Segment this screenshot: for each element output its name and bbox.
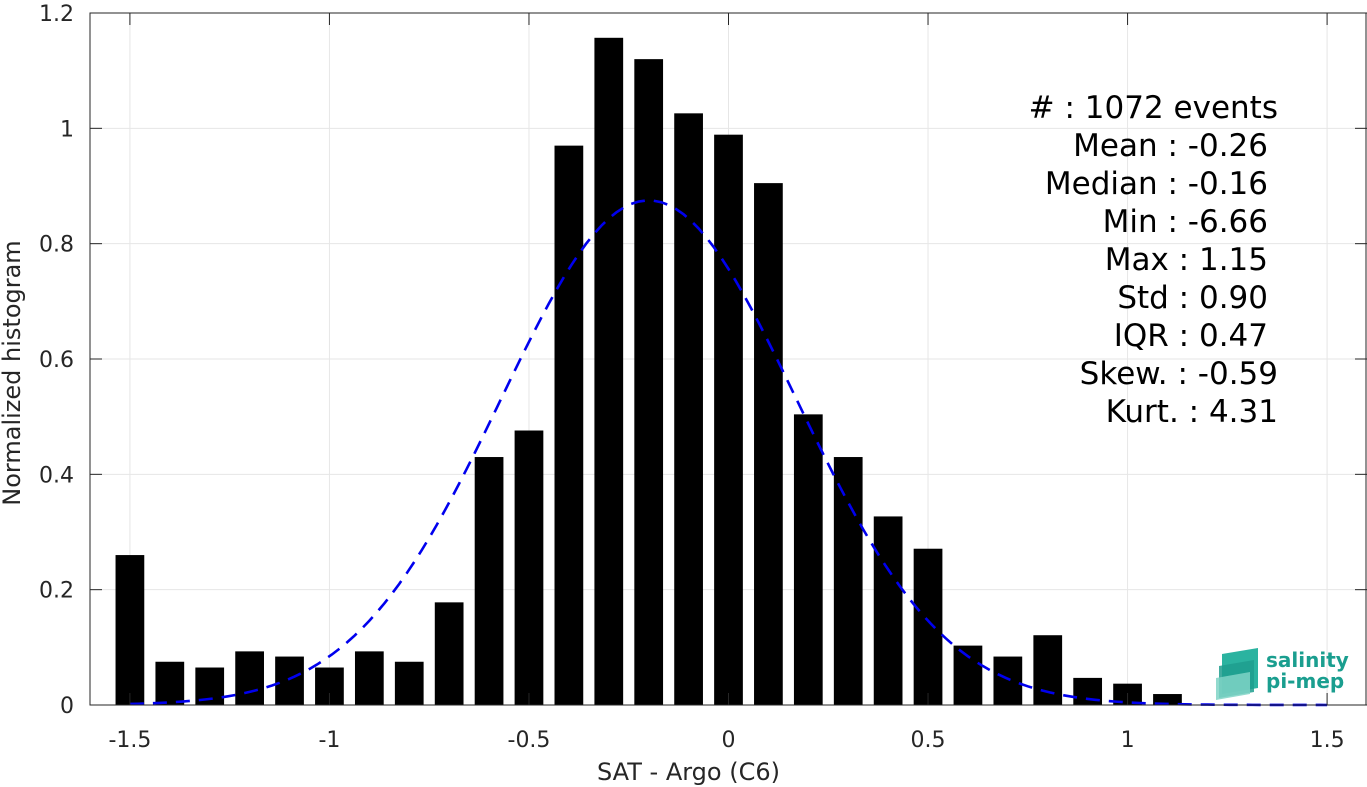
- histogram-bar: [434, 602, 464, 705]
- histogram-bar: [993, 656, 1023, 705]
- y-tick-labels: 0 0.2 0.4 0.6 0.8 1 1.2: [39, 2, 74, 719]
- histogram-bar: [1153, 694, 1182, 705]
- stat-line: Std : 0.90: [1117, 280, 1268, 316]
- histogram-bar: [394, 661, 424, 705]
- stat-line: Min : -6.66: [1103, 204, 1268, 240]
- logo-line-2: pi-mep: [1266, 669, 1344, 693]
- stat-line: Median : -0.16: [1045, 166, 1268, 202]
- x-tick-label: 1.5: [1310, 728, 1345, 753]
- histogram-bar: [235, 651, 264, 705]
- x-axis-label: SAT - Argo (C6): [597, 758, 780, 786]
- histogram-bar: [793, 414, 823, 705]
- histogram-bars: [115, 37, 1182, 706]
- y-tick-label: 0.4: [39, 463, 74, 488]
- x-tick-label: 0.5: [911, 728, 946, 753]
- histogram-bar: [1033, 635, 1063, 705]
- stat-line: # : 1072 events: [1029, 90, 1278, 126]
- stat-line: Kurt. : 4.31: [1106, 394, 1278, 430]
- salinity-pi-mep-logo: salinity pi-mep: [1216, 648, 1349, 700]
- histogram-bar: [474, 457, 504, 705]
- histogram-bar: [354, 651, 384, 705]
- logo-line-1: salinity: [1266, 648, 1349, 672]
- y-tick-label: 0.8: [39, 233, 74, 258]
- histogram-bar: [594, 37, 624, 705]
- histogram-bar: [953, 645, 983, 705]
- histogram-bar: [155, 661, 185, 705]
- y-tick-label: 1: [60, 117, 74, 142]
- histogram-bar: [913, 548, 943, 705]
- y-tick-label: 0: [60, 694, 74, 719]
- x-tick-labels: -1.5 -1 -0.5 0 0.5 1 1.5: [108, 728, 1344, 753]
- histogram-bar: [514, 430, 544, 705]
- histogram-bar: [833, 457, 863, 705]
- histogram-bar: [634, 59, 664, 705]
- stat-line: IQR : 0.47: [1114, 318, 1268, 354]
- stat-line: Skew. : -0.59: [1080, 356, 1278, 392]
- waves-icon: [1216, 648, 1258, 700]
- histogram-bar: [275, 656, 304, 705]
- y-axis-label: Normalized histogram: [0, 240, 26, 505]
- histogram-bar: [714, 134, 743, 706]
- x-tick-label: -1: [318, 728, 340, 753]
- histogram-bar: [115, 555, 145, 705]
- normal-fit-curve: [129, 199, 1328, 707]
- y-tick-label: 0.6: [39, 348, 74, 373]
- histogram-bar: [554, 145, 584, 706]
- histogram-bar: [873, 516, 903, 705]
- histogram-bar: [754, 183, 783, 705]
- x-tick-label: -1.5: [108, 728, 151, 753]
- histogram-bar: [674, 113, 703, 706]
- x-tick-label: 1: [1121, 728, 1135, 753]
- x-tick-label: -0.5: [508, 728, 551, 753]
- stat-line: Max : 1.15: [1105, 242, 1268, 278]
- y-tick-label: 1.2: [39, 2, 74, 27]
- x-tick-label: 0: [722, 728, 736, 753]
- axis-ticks: [90, 12, 1367, 706]
- stat-line: Mean : -0.26: [1073, 128, 1268, 164]
- y-tick-label: 0.2: [39, 579, 74, 604]
